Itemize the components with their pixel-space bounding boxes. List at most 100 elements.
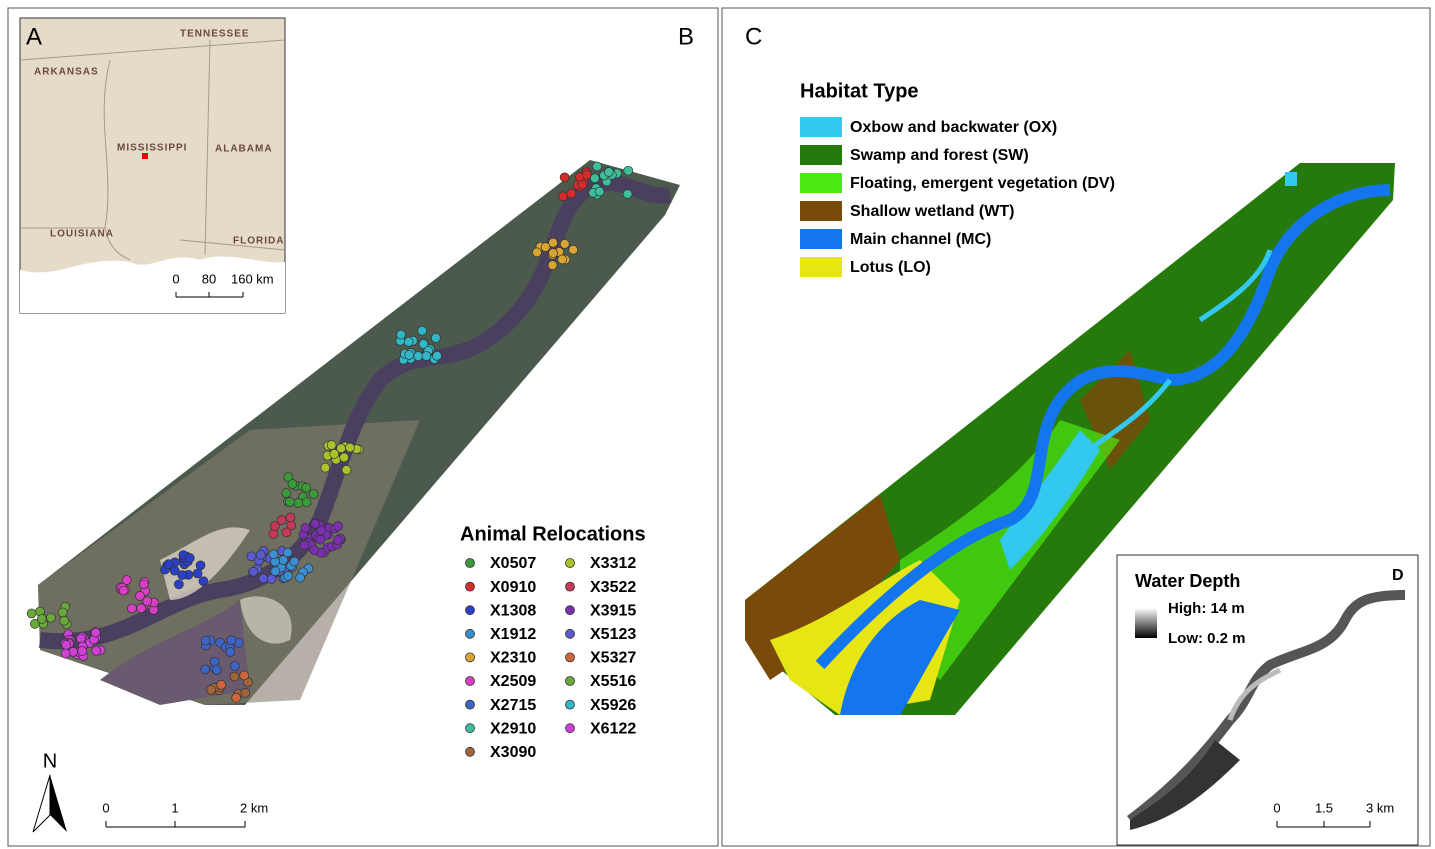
relocation-point (334, 522, 343, 531)
depth-low: Low: 0.2 m (1168, 630, 1246, 647)
relocation-point (185, 553, 194, 562)
relocation-point (593, 162, 602, 171)
relocation-point (60, 616, 69, 625)
locator-inset: A TENNESSEE ARKANSAS MISSISSIPPI ALABAMA… (20, 18, 285, 313)
relocation-point (164, 560, 173, 569)
relocation-point (201, 665, 210, 674)
relocation-point (92, 646, 101, 655)
legend-swatch (566, 629, 575, 638)
relocation-point (316, 535, 325, 544)
relocation-point (431, 333, 440, 342)
state-label: MISSISSIPPI (117, 143, 187, 154)
depth-inset: Water Depth D High: 14 m Low: 0.2 m 0 1.… (1117, 555, 1418, 845)
legend-swatch (466, 747, 475, 756)
relocation-point (135, 591, 144, 600)
figure: A TENNESSEE ARKANSAS MISSISSIPPI ALABAMA… (0, 0, 1435, 849)
relocation-point (241, 688, 250, 697)
relocation-point (288, 480, 297, 489)
legend-swatch (466, 606, 475, 615)
relocation-point (283, 571, 292, 580)
scale-label: 0 (172, 271, 179, 286)
relocation-point (212, 665, 221, 674)
relocation-point (548, 261, 557, 270)
legend-label: X2715 (490, 697, 536, 714)
legend-label: X3090 (490, 744, 536, 761)
relocation-point (217, 680, 226, 689)
relocation-point (283, 548, 292, 557)
relocation-point (311, 519, 320, 528)
relocation-point (127, 604, 136, 613)
legend-swatch (466, 724, 475, 733)
relocation-point (230, 672, 239, 681)
relocation-point (414, 352, 423, 361)
relocation-point (321, 463, 330, 472)
legend-swatch (800, 229, 842, 249)
relocation-point (532, 248, 541, 257)
legend-label: X5123 (590, 626, 636, 643)
relocation-point (294, 498, 303, 507)
legend-label: X5516 (590, 673, 636, 690)
relocation-point (193, 569, 202, 578)
relocation-point (249, 567, 258, 576)
panel-letter: D (1392, 567, 1404, 584)
relocation-point (78, 647, 87, 656)
relocation-point (196, 561, 205, 570)
legend-label: Lotus (LO) (850, 259, 931, 276)
relocation-point (549, 249, 558, 258)
relocation-point (269, 550, 278, 559)
legend-swatch (800, 173, 842, 193)
relocation-point (226, 647, 235, 656)
legend-label: Shallow wetland (WT) (850, 203, 1014, 220)
relocation-point (302, 498, 311, 507)
study-site (142, 153, 148, 159)
panel-letter: B (678, 23, 694, 50)
legend-label: X3312 (590, 555, 636, 572)
legend-swatch (566, 653, 575, 662)
relocation-point (58, 608, 67, 617)
relocation-point (559, 192, 568, 201)
relocation-point (240, 671, 249, 680)
relocation-point (137, 604, 146, 613)
relocation-point (201, 636, 210, 645)
relocation-point (119, 586, 128, 595)
relocation-point (259, 574, 268, 583)
habitat-area (1285, 172, 1297, 186)
relocation-point (210, 657, 219, 666)
relocation-point (232, 693, 241, 702)
relocation-point (300, 541, 309, 550)
legend-title: Animal Relocations (460, 523, 646, 545)
relocation-point (340, 453, 349, 462)
scale-label: 80 (202, 271, 216, 286)
state-label: FLORIDA (233, 236, 284, 247)
legend-swatch (466, 700, 475, 709)
relocation-point (342, 465, 351, 474)
relocation-point (256, 550, 265, 559)
relocation-point (46, 613, 55, 622)
relocation-point (301, 523, 310, 532)
relocation-point (285, 497, 294, 506)
legend-title: Habitat Type (800, 80, 919, 102)
relocation-point (590, 174, 599, 183)
legend-title: Water Depth (1135, 571, 1240, 591)
legend-swatch (566, 700, 575, 709)
legend-swatch (566, 724, 575, 733)
legend-swatch (800, 201, 842, 221)
depth-high: High: 14 m (1168, 600, 1245, 617)
legend-label: X2509 (490, 673, 536, 690)
legend-label: X0910 (490, 579, 536, 596)
legend-label: X3915 (590, 602, 636, 619)
legend-label: X1308 (490, 602, 536, 619)
relocation-point (337, 444, 346, 453)
legend-label: X2310 (490, 650, 536, 667)
legend-label: X1912 (490, 626, 536, 643)
relocation-point (139, 580, 148, 589)
legend-label: X0507 (490, 555, 536, 572)
relocation-point (310, 546, 319, 555)
relocation-point (558, 255, 567, 264)
relocation-point (227, 636, 236, 645)
legend-swatch (566, 677, 575, 686)
north-label: N (43, 750, 57, 772)
relocation-point (271, 567, 280, 576)
panel-letter: A (26, 23, 42, 50)
relocation-point (91, 628, 100, 637)
